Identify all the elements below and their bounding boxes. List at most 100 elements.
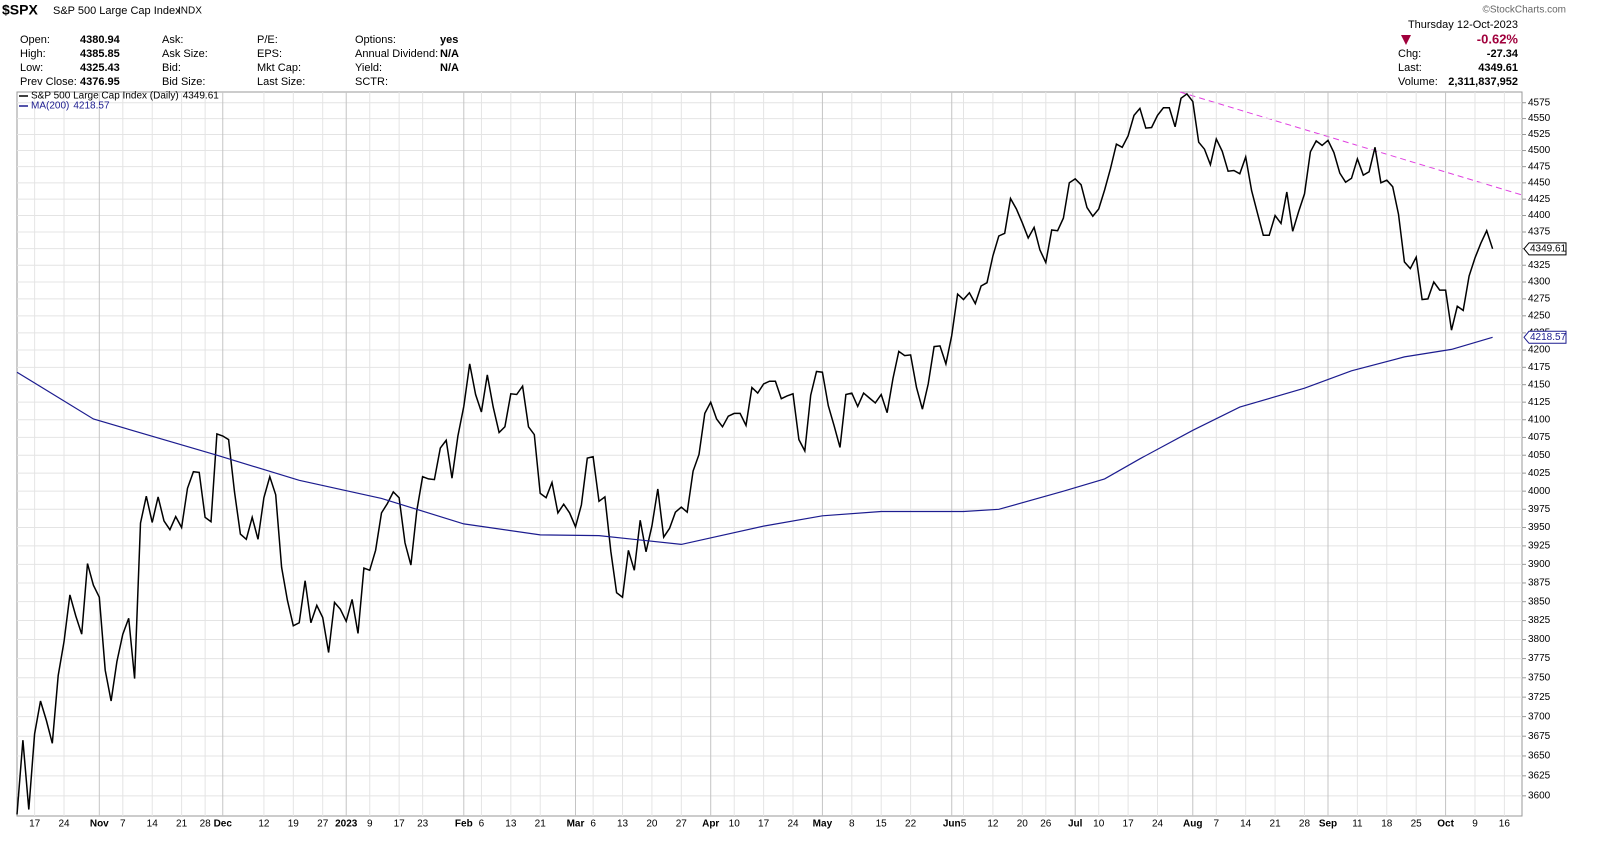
y-tick-label: 4375 <box>1528 227 1551 238</box>
y-tick-label: 3725 <box>1528 692 1551 703</box>
legend-label: MA(200) <box>31 101 69 112</box>
field-label: EPS: <box>257 48 282 60</box>
y-tick-label: 4575 <box>1528 97 1551 108</box>
y-tick-label: 3950 <box>1528 522 1551 533</box>
y-tick-label: 4025 <box>1528 468 1551 479</box>
value-flag-label: 4349.61 <box>1530 243 1567 254</box>
x-tick-label: 14 <box>147 819 159 830</box>
y-tick-label: 4300 <box>1528 277 1551 288</box>
x-tick-label: 5 <box>961 819 967 830</box>
x-tick-label: Oct <box>1437 819 1454 830</box>
quote-label: Last: <box>1398 62 1422 74</box>
series-line <box>16 336 1493 546</box>
y-tick-label: 4125 <box>1528 397 1551 408</box>
field-label: Ask: <box>162 34 183 46</box>
y-tick-label: 4425 <box>1528 194 1551 205</box>
x-tick-label: 17 <box>394 819 406 830</box>
x-tick-label: 13 <box>505 819 517 830</box>
x-tick-label: 11 <box>1352 819 1363 830</box>
field-label: Last Size: <box>257 76 305 88</box>
legend-label: S&P 500 Large Cap Index (Daily) <box>31 91 179 102</box>
field-label: Mkt Cap: <box>257 62 301 74</box>
field-label: Prev Close: <box>20 76 77 88</box>
y-tick-label: 3875 <box>1528 578 1551 589</box>
symbol: $SPX <box>2 2 38 18</box>
x-tick-label: 18 <box>1381 819 1393 830</box>
legend-value: 4349.61 <box>183 91 220 102</box>
x-tick-label: 9 <box>367 819 373 830</box>
y-tick-label: 3975 <box>1528 504 1551 515</box>
x-tick-label: 6 <box>479 819 485 830</box>
x-tick-label: 28 <box>1299 819 1311 830</box>
field-label: Ask Size: <box>162 48 208 60</box>
field-label: Open: <box>20 34 50 46</box>
x-tick-label: 13 <box>617 819 629 830</box>
quote-label: Chg: <box>1398 48 1421 60</box>
y-tick-label: 3925 <box>1528 541 1551 552</box>
x-tick-label: 24 <box>58 819 70 830</box>
date: Thursday 12-Oct-2023 <box>1408 19 1518 31</box>
x-tick-label: Feb <box>455 819 473 830</box>
field-value: 4325.43 <box>80 62 120 74</box>
y-tick-label: 3675 <box>1528 731 1551 742</box>
field-value: N/A <box>440 48 459 60</box>
x-tick-label: Aug <box>1183 819 1202 830</box>
x-tick-label: 23 <box>417 819 429 830</box>
field-label: Yield: <box>355 62 382 74</box>
x-tick-label: Sep <box>1319 819 1337 830</box>
y-tick-label: 3600 <box>1528 790 1551 801</box>
index-name: S&P 500 Large Cap Index <box>53 5 181 17</box>
field-value: 4385.85 <box>80 48 120 60</box>
x-tick-label: 27 <box>317 819 329 830</box>
legend-value: 4218.57 <box>73 101 110 112</box>
y-tick-label: 4275 <box>1528 294 1551 305</box>
down-arrow <box>1401 35 1411 45</box>
plot-frame <box>16 91 1523 817</box>
field-label: Annual Dividend: <box>355 48 438 60</box>
y-tick-label: 4475 <box>1528 161 1551 172</box>
x-tick-label: 12 <box>258 819 270 830</box>
field-label: Bid Size: <box>162 76 205 88</box>
x-tick-label: Dec <box>214 819 233 830</box>
x-tick-label: 21 <box>1270 819 1282 830</box>
x-tick-label: 17 <box>29 819 41 830</box>
y-tick-label: 4500 <box>1528 145 1551 156</box>
x-tick-label: 25 <box>1411 819 1423 830</box>
quote-label: Volume: <box>1398 76 1438 88</box>
y-tick-label: 3900 <box>1528 559 1551 570</box>
quote-value: 4349.61 <box>1478 62 1518 74</box>
x-tick-label: 17 <box>758 819 770 830</box>
quote-value: 2,311,837,952 <box>1448 76 1518 88</box>
change-pct: -0.62% <box>1477 31 1519 46</box>
x-tick-label: 7 <box>120 819 126 830</box>
y-tick-label: 4200 <box>1528 345 1551 356</box>
y-tick-label: 4100 <box>1528 414 1551 425</box>
x-tick-label: Mar <box>567 819 585 830</box>
y-tick-label: 3750 <box>1528 672 1551 683</box>
field-label: Low: <box>20 62 43 74</box>
field-label: Bid: <box>162 62 181 74</box>
field-value: 4376.95 <box>80 76 120 88</box>
exchange: INDX <box>178 6 202 17</box>
x-tick-label: 24 <box>787 819 799 830</box>
x-tick-label: 2023 <box>335 819 358 830</box>
x-tick-label: 24 <box>1152 819 1164 830</box>
x-tick-label: 19 <box>288 819 300 830</box>
x-tick-label: Jun <box>943 819 961 830</box>
grid <box>17 92 1522 816</box>
x-tick-label: 26 <box>1040 819 1052 830</box>
x-tick-label: 16 <box>1499 819 1511 830</box>
x-tick-label: Nov <box>90 819 109 830</box>
x-tick-label: 6 <box>590 819 596 830</box>
x-tick-label: 22 <box>905 819 917 830</box>
x-tick-label: 8 <box>849 819 855 830</box>
x-tick-label: 28 <box>200 819 212 830</box>
y-tick-label: 4150 <box>1528 379 1551 390</box>
x-tick-label: 7 <box>1214 819 1220 830</box>
field-value: 4380.94 <box>80 34 121 46</box>
x-tick-label: 20 <box>646 819 658 830</box>
y-tick-label: 4175 <box>1528 362 1551 373</box>
y-tick-label: 4325 <box>1528 260 1551 271</box>
y-tick-label: 4450 <box>1528 177 1551 188</box>
